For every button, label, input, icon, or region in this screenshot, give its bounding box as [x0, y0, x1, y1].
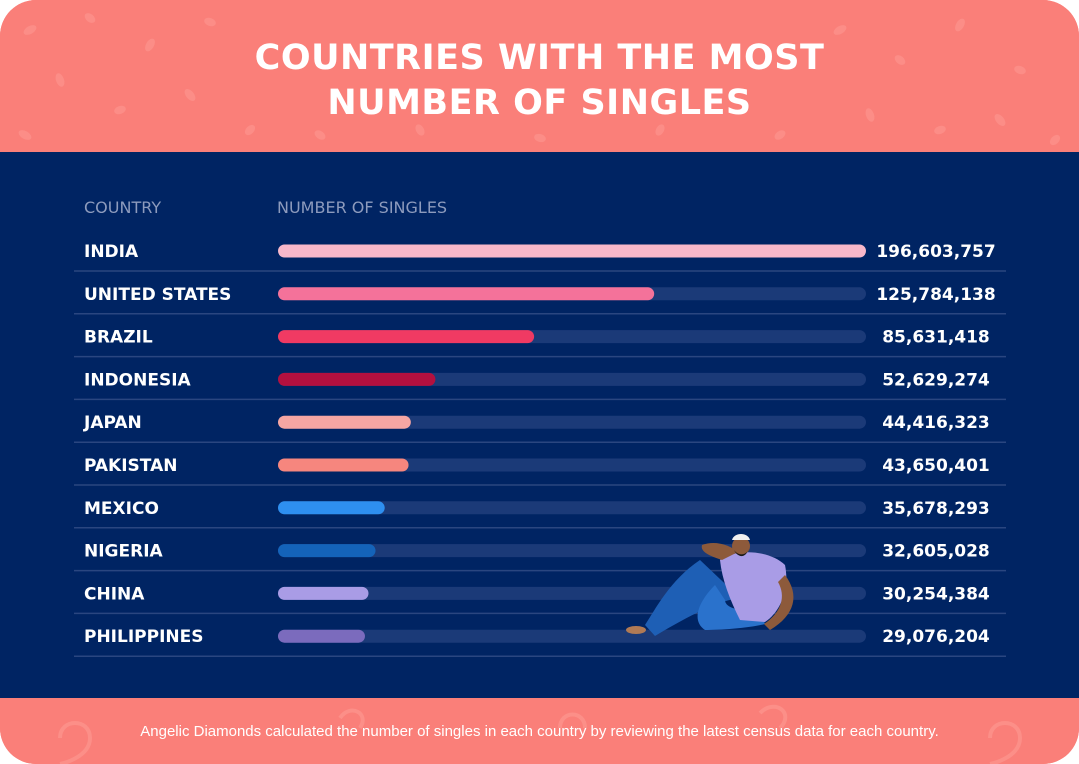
bar-track [278, 458, 866, 472]
title-line-2: NUMBER OF SINGLES [327, 83, 752, 123]
value-label: 44,416,323 [882, 413, 990, 433]
title-line-1: COUNTRIES WITH THE MOST [254, 38, 825, 78]
category-label: MEXICO [84, 499, 159, 519]
category-label: PHILIPPINES [84, 627, 204, 647]
footer-heart-pattern [58, 704, 1023, 764]
chart-title: COUNTRIES WITH THE MOST NUMBER OF SINGLE… [0, 36, 1079, 126]
category-label: PAKISTAN [84, 456, 177, 476]
bar-track [278, 501, 866, 515]
value-label: 32,605,028 [882, 542, 990, 562]
value-label: 29,076,204 [882, 627, 990, 647]
category-label: INDIA [84, 242, 139, 262]
bar [278, 629, 365, 643]
category-label: CHINA [84, 584, 145, 604]
value-label: 43,650,401 [882, 456, 990, 476]
bar [278, 244, 866, 258]
column-header-country: COUNTRY [84, 198, 162, 217]
footnote: Angelic Diamonds calculated the number o… [140, 723, 939, 740]
header-banner: COUNTRIES WITH THE MOST NUMBER OF SINGLE… [0, 0, 1079, 152]
value-label: 196,603,757 [876, 242, 995, 262]
bar [278, 415, 411, 429]
bar [278, 458, 409, 472]
bar-track [278, 415, 866, 429]
value-label: 85,631,418 [882, 328, 990, 348]
category-label: BRAZIL [84, 328, 153, 348]
bar [278, 586, 369, 600]
value-label: 125,784,138 [876, 285, 995, 305]
bar [278, 544, 376, 558]
category-label: NIGERIA [84, 542, 164, 562]
bar-track [278, 629, 866, 643]
category-label: INDONESIA [84, 370, 192, 390]
value-label: 35,678,293 [882, 499, 990, 519]
bar [278, 372, 436, 386]
value-label: 52,629,274 [882, 370, 990, 390]
category-label: JAPAN [83, 413, 142, 433]
bar [278, 501, 385, 515]
footer-banner: Angelic Diamonds calculated the number o… [0, 698, 1079, 764]
bar [278, 330, 535, 344]
column-header-value: NUMBER OF SINGLES [277, 198, 448, 217]
heart-pattern [18, 13, 1061, 146]
category-label: UNITED STATES [84, 285, 231, 305]
bar [278, 287, 655, 301]
sitting-person-illustration [626, 534, 794, 636]
value-label: 30,254,384 [882, 584, 990, 604]
